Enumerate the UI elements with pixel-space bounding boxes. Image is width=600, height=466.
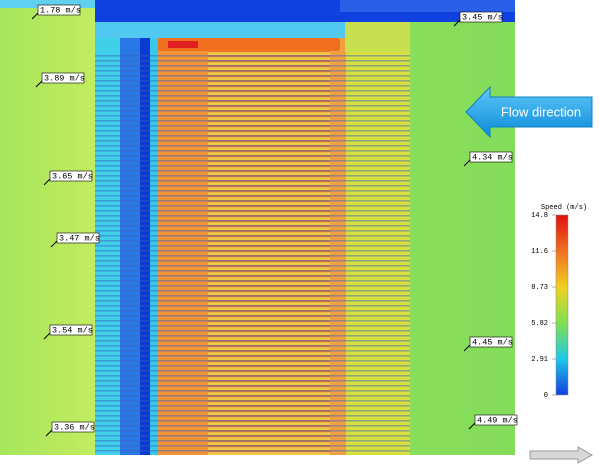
- probe-leader: [43, 178, 51, 186]
- colorbar-tick-label: 2.91: [531, 356, 548, 364]
- probe-label: 3.36 m/s: [54, 422, 95, 432]
- colorbar-tick-label: 5.82: [531, 320, 548, 328]
- probe-box: [469, 151, 513, 163]
- probe-leader: [50, 240, 58, 248]
- probe-label: 4.49 m/s: [477, 415, 518, 425]
- probe-leader: [45, 429, 53, 437]
- flow-direction-arrow: Flow direction: [465, 85, 593, 139]
- probe-labels: 1.78 m/s 3.45 m/s 3.89 m/s 4.34 m/s 3.65 m/s…: [31, 4, 518, 437]
- probe-box: [474, 414, 518, 426]
- probe-label: 3.45 m/s: [462, 12, 503, 22]
- colorbar-tick-label: 14.8: [531, 212, 548, 220]
- probe-box: [41, 72, 85, 84]
- colorbar-tick-label: 8.73: [531, 284, 548, 292]
- probe-box: [459, 11, 503, 23]
- probe-box: [49, 170, 93, 182]
- probe-leader: [31, 12, 39, 20]
- probe-leader: [43, 332, 51, 340]
- probe-label: 3.54 m/s: [52, 325, 93, 335]
- flow-direction-label: Flow direction: [501, 104, 581, 119]
- probe-leader: [463, 344, 471, 352]
- colorbar-title: Speed (m/s): [541, 204, 587, 212]
- colorbar: Speed (m/s) 14.8 11.6 8.73 5.82 2.91 0: [531, 204, 587, 400]
- probe-leader: [463, 159, 471, 167]
- probe-leader: [453, 19, 461, 27]
- probe-label: 3.47 m/s: [59, 233, 100, 243]
- colorbar-tick-label: 11.6: [531, 248, 548, 256]
- probe-label: 1.78 m/s: [40, 5, 81, 15]
- scroll-arrow: [529, 446, 594, 464]
- probe-box: [469, 336, 513, 348]
- probe-leader: [35, 80, 43, 88]
- probe-box: [49, 324, 93, 336]
- probe-leader: [468, 422, 476, 430]
- probe-box: [51, 421, 95, 433]
- probe-label: 3.89 m/s: [44, 73, 85, 83]
- probe-label: 4.34 m/s: [472, 152, 513, 162]
- probe-label: 3.65 m/s: [52, 171, 93, 181]
- probe-label: 4.45 m/s: [472, 337, 513, 347]
- colorbar-tick-label: 0: [544, 392, 548, 400]
- probe-box: [56, 232, 100, 244]
- probe-box: [37, 4, 81, 16]
